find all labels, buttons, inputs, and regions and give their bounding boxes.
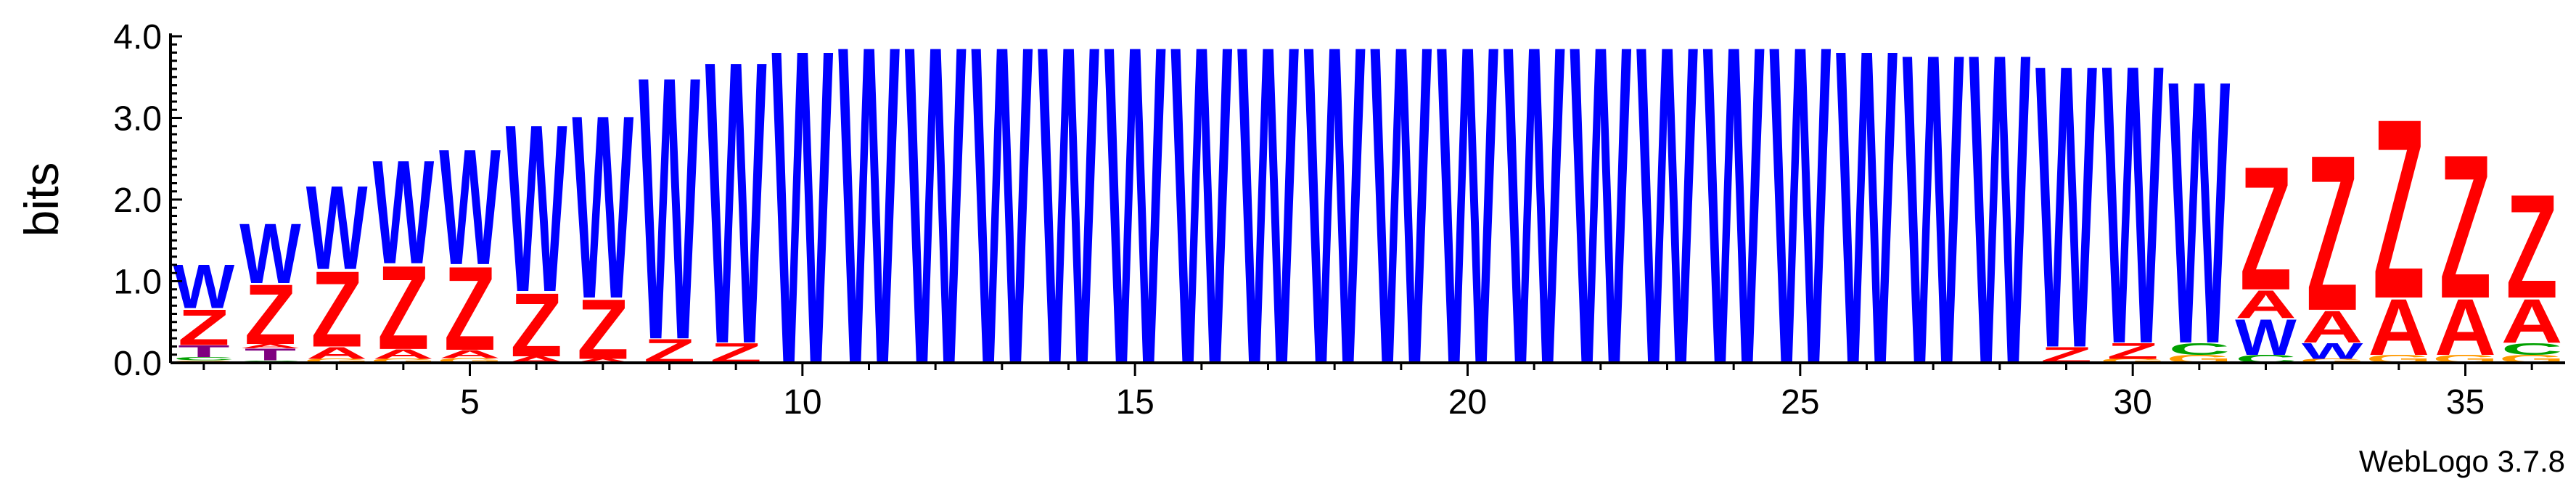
y-tick-label: 0.0	[113, 345, 162, 383]
logo-glyph-w: W	[971, 0, 1033, 460]
logo-glyph-t: T	[178, 342, 230, 361]
logo-glyph-c: C	[2169, 340, 2231, 358]
logo-glyphs: GCTZWCTAZWGAZWGAZWGAZWAZWAZWZWZWWWWWWWWW…	[171, 0, 2564, 460]
logo-glyph-w: W	[2102, 0, 2165, 427]
logo-glyph-w: W	[1836, 0, 1898, 459]
logo-glyph-a: A	[573, 358, 634, 364]
logo-glyph-g: G	[437, 356, 503, 364]
logo-glyph-w: W	[239, 206, 301, 302]
logo-glyph-w: W	[1237, 0, 1300, 460]
logo-glyph-z: Z	[444, 242, 496, 376]
logo-glyph-a: A	[2368, 283, 2430, 372]
x-tick-label: 35	[2446, 383, 2485, 422]
logo-glyph-c: C	[2501, 340, 2563, 358]
x-axis-ticks: 5 10 15 20 25 30 35	[202, 363, 2533, 422]
y-tick-label: 1.0	[113, 263, 162, 302]
y-tick-label: 3.0	[113, 100, 162, 139]
weblogo-credit: WebLogo 3.7.8	[2359, 444, 2565, 478]
logo-glyph-w: W	[1703, 0, 1765, 460]
logo-glyph-t: T	[245, 345, 297, 364]
axes: 0.0 1.0 2.0 3.0 4.0 5 10 15 20 25 30 35	[113, 18, 2565, 422]
logo-glyph-w: W	[1570, 0, 1632, 460]
logo-glyph-g: G	[2100, 358, 2166, 364]
logo-glyph-c: C	[173, 356, 235, 361]
logo-glyph-g: G	[370, 358, 436, 364]
y-axis-ticks: 0.0 1.0 2.0 3.0 4.0	[113, 18, 182, 383]
logo-glyph-z: Z	[377, 241, 430, 375]
logo-glyph-w: W	[1504, 0, 1566, 460]
logo-glyph-a: A	[239, 343, 301, 350]
logo-glyph-w: W	[372, 130, 434, 295]
logo-glyph-w: W	[1437, 0, 1499, 460]
logo-glyph-a: A	[2435, 283, 2496, 372]
x-tick-label: 5	[460, 383, 480, 422]
logo-glyph-w: W	[572, 60, 634, 353]
logo-glyph-w: W	[2235, 309, 2297, 366]
logo-glyph-a: A	[2302, 301, 2363, 352]
logo-glyph-a: A	[306, 343, 368, 362]
logo-glyph-a: A	[373, 346, 435, 361]
logo-glyph-g: G	[2300, 358, 2366, 364]
logo-glyph-z: Z	[311, 250, 363, 370]
logo-glyph-w: W	[639, 0, 701, 418]
x-tick-label: 25	[1781, 383, 1819, 422]
logo-glyph-g: G	[304, 358, 370, 364]
logo-glyph-w: W	[173, 251, 235, 321]
x-tick-label: 15	[1115, 383, 1154, 422]
logo-glyph-z: Z	[510, 274, 562, 376]
logo-glyph-w: W	[1104, 0, 1167, 460]
logo-glyph-z: Z	[2240, 131, 2292, 327]
logo-glyph-z: Z	[2306, 110, 2358, 358]
x-tick-label: 20	[1448, 383, 1487, 422]
logo-glyph-w: W	[905, 0, 967, 460]
logo-glyph-z: Z	[2440, 112, 2492, 341]
logo-glyph-w: W	[2302, 338, 2363, 364]
logo-glyph-w: W	[1769, 0, 1831, 460]
logo-glyph-z: Z	[245, 267, 297, 362]
logo-glyph-w: W	[1304, 0, 1366, 460]
logo-glyph-a: A	[439, 348, 501, 361]
logo-glyph-w: W	[2035, 0, 2098, 432]
logo-glyph-w: W	[506, 75, 567, 343]
logo-glyph-w: W	[1038, 0, 1100, 460]
logo-glyph-z: Z	[2107, 338, 2159, 364]
logo-glyph-w: W	[1370, 0, 1432, 460]
logo-glyph-w: W	[771, 0, 834, 459]
y-axis-title: bits	[15, 163, 68, 237]
logo-glyph-w: W	[1903, 0, 1965, 457]
logo-glyph-w: W	[1969, 0, 2031, 457]
x-tick-label: 30	[2113, 383, 2152, 422]
logo-glyph-a: A	[2501, 286, 2563, 356]
logo-glyph-w: W	[2168, 1, 2231, 422]
logo-glyph-w: W	[306, 162, 368, 295]
logo-glyph-z: Z	[2506, 164, 2558, 329]
logo-glyph-w: W	[838, 0, 901, 460]
y-tick-label: 4.0	[113, 18, 162, 57]
logo-glyph-w: W	[705, 0, 768, 429]
logo-glyph-w: W	[439, 114, 501, 299]
logo-glyph-z: Z	[2373, 65, 2425, 352]
logo-glyph-w: W	[1636, 0, 1699, 460]
logo-glyph-w: W	[1170, 0, 1233, 460]
logo-glyph-z: Z	[577, 282, 629, 377]
logo-glyph-z: Z	[178, 298, 230, 356]
y-tick-label: 2.0	[113, 181, 162, 220]
x-tick-label: 10	[783, 383, 821, 422]
logo-glyph-a: A	[2235, 282, 2297, 327]
